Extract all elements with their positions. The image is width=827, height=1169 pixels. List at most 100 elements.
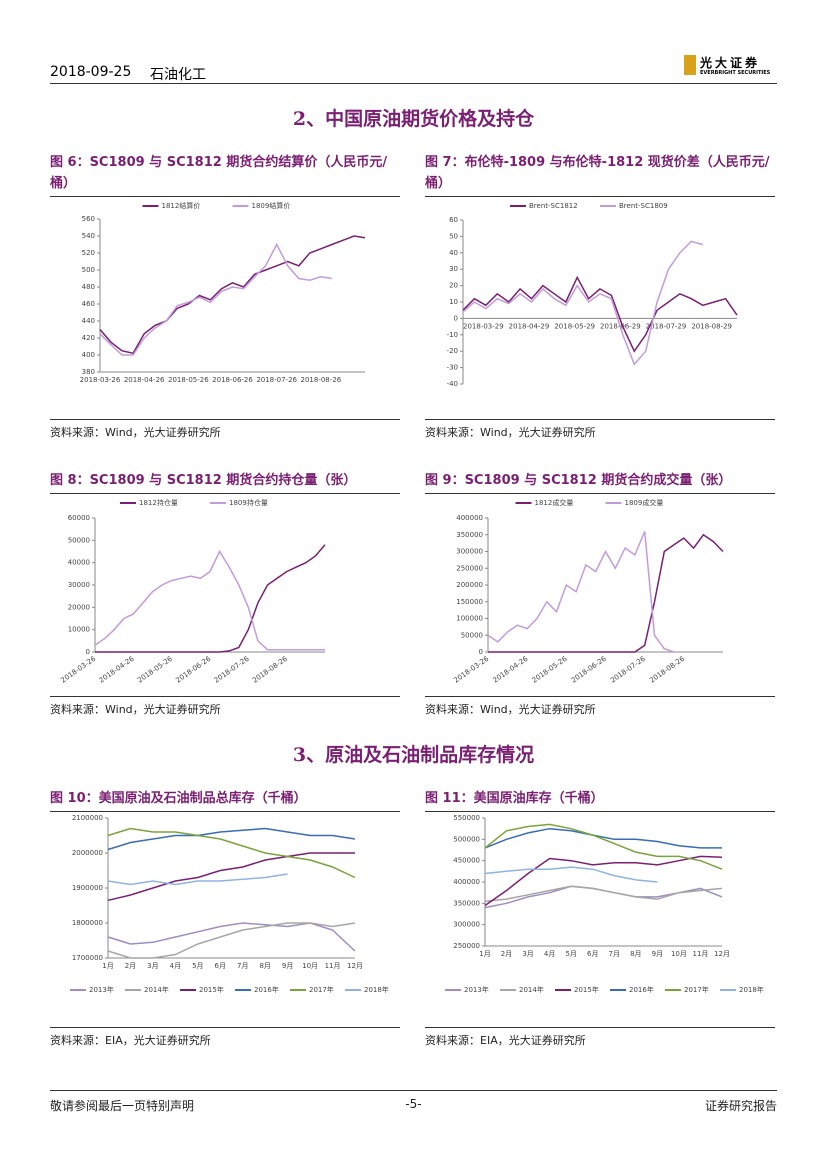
x-tick-label: 2018-03-26 [59,654,97,684]
y-tick-label: -10 [447,331,458,339]
x-tick-label: 2月 [125,962,136,970]
x-tick-label: 6月 [587,950,598,958]
chart-source: 资料来源：Wind，光大证券研究所 [425,419,775,440]
y-tick-label: 440 [82,317,95,325]
x-tick-label: 3月 [522,950,533,958]
logo-en: EVERBRIGHT SECURITIES [700,70,771,76]
y-tick-label: 450000 [453,857,480,865]
y-tick-label: 20 [449,282,458,290]
industry: 石油化工 [150,67,206,83]
x-tick-label: 2018-06-26 [570,654,608,684]
series-line [107,827,356,879]
legend-label: 2018年 [364,985,389,994]
series-line [107,827,356,851]
x-tick-label: 7月 [609,950,620,958]
series-line [107,922,356,959]
x-tick-label: 2018-06-26 [174,654,212,684]
x-tick-label: 8月 [630,950,641,958]
legend-label: 1809持仓量 [229,498,268,507]
x-tick-label: 9月 [282,962,293,970]
chart: 1700000 1800000 1900000 2000000 2100000 1月 2月 3… [70,814,389,994]
footer-left: 敬请参阅最后一页特别声明 [50,1099,195,1113]
legend-label: 1812结算价 [162,201,201,210]
x-tick-label: 2018-05-26 [136,654,174,684]
y-tick-label: 300000 [453,921,480,929]
header-rule [50,83,777,84]
x-tick-label: 12月 [714,950,730,958]
x-tick-label: 5月 [192,962,203,970]
x-tick-label: 3月 [147,962,158,970]
y-tick-label: 30 [449,265,458,273]
y-tick-label: 1800000 [72,919,103,927]
y-tick-label: -40 [447,380,458,388]
series-line [484,823,723,870]
chart: 0 50000 100000 150000 200000 250000 300000 3500… [452,498,724,685]
x-tick-label: 2018-04-26 [124,376,165,384]
series-line [462,240,704,366]
legend-label: 1812持仓量 [139,498,178,507]
x-tick-label: 11月 [692,950,708,958]
legend-label: 2018年 [739,985,764,994]
y-tick-label: 560 [82,215,95,223]
x-tick-label: 2018-07-26 [256,376,297,384]
y-tick-label: 50 [449,232,458,240]
y-tick-label: 380 [82,368,95,376]
report-date: 2018-09-25 [50,64,132,80]
chart: 250000 300000 350000 400000 450000 500000 5500… [445,814,764,994]
x-tick-label: 2018-05-26 [531,654,569,684]
y-tick-label: 500000 [453,835,480,843]
chart: 380 400 420 440 460 480 500 520 540 560 2018-03-26… [80,201,366,384]
legend-label: 1812成交量 [535,498,574,507]
y-tick-label: 520 [82,249,95,257]
series-line [107,922,356,952]
x-tick-label: 9月 [652,950,663,958]
series-line [484,855,723,907]
y-tick-label: 480 [82,283,95,291]
legend-label: 2017年 [684,985,709,994]
series-line [95,544,326,653]
series-line [484,827,722,849]
series-line [94,549,325,651]
y-tick-label: 460 [82,300,95,308]
x-tick-label: 2018-08-26 [648,654,686,684]
series-line [107,852,355,902]
y-tick-label: -30 [447,364,458,372]
legend-label: 2014年 [144,985,169,994]
legend-label: 2017年 [309,985,334,994]
chart-source: 资料来源：EIA，光大证券研究所 [425,1027,775,1048]
y-tick-label: 200000 [456,581,483,589]
chart-title: 图 11：美国原油库存（千桶） [425,788,775,812]
chart-title: 图 8：SC1809 与 SC1812 期货合约持仓量（张） [50,470,400,494]
legend-label: 2016年 [629,985,654,994]
logo-mark [684,55,696,75]
x-tick-label: 1月 [102,962,113,970]
x-tick-label: 11月 [325,962,341,970]
series-line [488,533,724,653]
chart-title: 图 9：SC1809 与 SC1812 期货合约成交量（张） [425,470,775,494]
y-tick-label: 0 [454,314,458,322]
x-tick-label: 2018-04-26 [98,654,136,684]
y-tick-label: 0 [479,648,483,656]
y-tick-label: 40 [449,249,458,257]
legend-label: 2015年 [199,985,224,994]
chart-title: 图 10：美国原油及石油制品总库存（千桶） [50,788,400,812]
y-tick-label: 50000 [68,536,90,544]
x-tick-label: 8月 [259,962,270,970]
y-tick-label: 100000 [456,615,483,623]
y-tick-label: 20000 [68,603,90,611]
y-tick-label: 250000 [453,942,480,950]
chart-source: 资料来源：Wind，光大证券研究所 [50,419,400,440]
series-line [99,235,366,355]
series-line [484,866,658,883]
x-tick-label: 2018-08-26 [300,376,341,384]
x-tick-label: 12月 [347,962,363,970]
section-title: 2、中国原油期货价格及持仓 [292,108,535,130]
x-tick-label: 2018-07-29 [646,322,687,330]
x-tick-label: 2018-05-29 [554,322,595,330]
x-tick-label: 2018-07-26 [609,654,647,684]
y-tick-label: 350000 [453,899,480,907]
series-line [107,873,288,886]
logo-text: 光大证券 [700,56,761,70]
legend-label: 2015年 [574,985,599,994]
y-tick-label: 300000 [456,548,483,556]
